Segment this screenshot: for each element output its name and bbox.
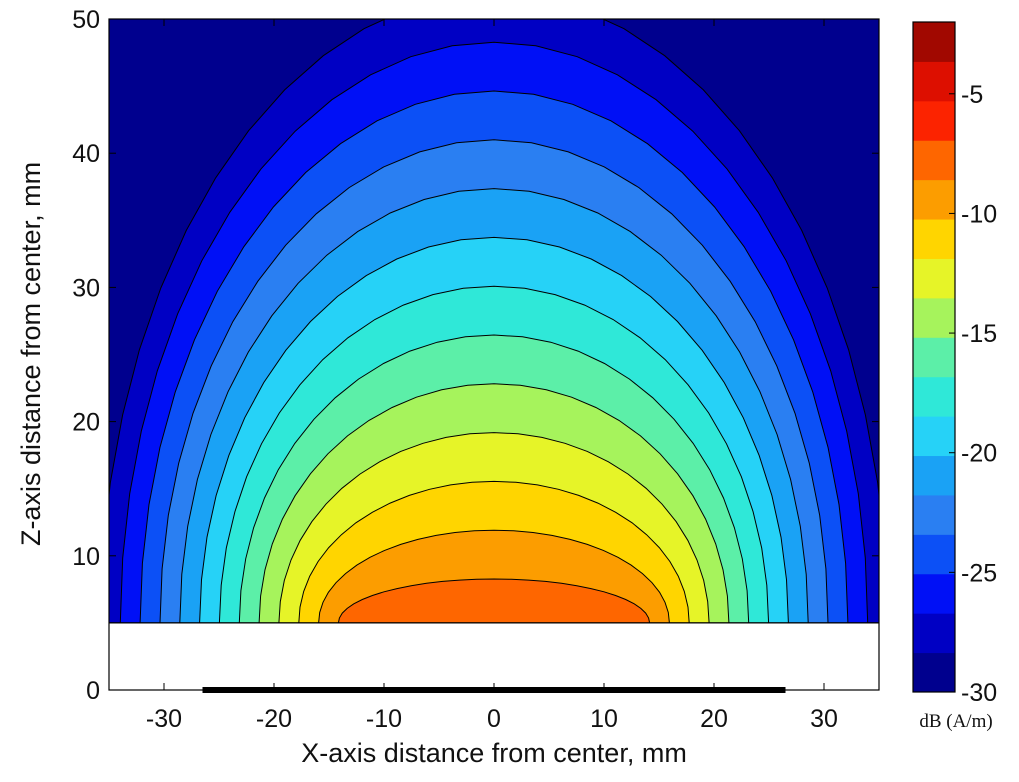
colorbar-tick-label: -5 (961, 81, 983, 109)
colorbar-swatch (913, 61, 955, 102)
y-axis-label: Z-axis distance from center, mm (16, 162, 46, 546)
colorbar-swatch (913, 494, 955, 535)
colorbar-tick-label: -20 (961, 440, 997, 468)
colorbar-swatch (913, 652, 955, 693)
contour-band (337, 578, 651, 623)
y-tick-label: 30 (72, 274, 100, 302)
x-tick-label: 30 (810, 705, 838, 733)
x-axis-label: X-axis distance from center, mm (301, 738, 687, 768)
colorbar-swatch (913, 613, 955, 654)
y-tick-label: 50 (72, 6, 100, 34)
colorbar-swatch (913, 100, 955, 141)
colorbar-swatch (913, 416, 955, 457)
colorbar-ticks: -30 -25 -20 -15 -10 -5 (949, 81, 997, 707)
y-axis-ticks: 0 10 20 30 40 50 (72, 6, 879, 705)
colorbar-swatch (913, 376, 955, 417)
y-tick-label: 20 (72, 409, 100, 437)
y-tick-label: 40 (72, 140, 100, 168)
x-tick-label: -10 (366, 705, 402, 733)
x-tick-label: -20 (256, 705, 292, 733)
colorbar-swatch (913, 140, 955, 181)
colorbar-tick-label: -25 (961, 559, 997, 587)
colorbar-swatch (913, 258, 955, 299)
colorbar-tick-label: -30 (961, 679, 997, 707)
y-tick-label: 10 (72, 543, 100, 571)
x-tick-label: 10 (590, 705, 618, 733)
colorbar-swatch (913, 22, 955, 62)
colorbar: -30 -25 -20 -15 -10 -5 dB (A/m) (912, 21, 997, 732)
colorbar-swatch (913, 179, 955, 220)
x-tick-label: 20 (700, 705, 728, 733)
colorbar-unit-label: dB (A/m) (919, 711, 992, 732)
colorbar-swatch (913, 573, 955, 614)
contour-field (109, 19, 879, 623)
colorbar-tick-label: -10 (961, 200, 997, 228)
colorbar-swatch (913, 337, 955, 378)
colorbar-swatches (913, 22, 955, 693)
colorbar-frame (912, 21, 956, 693)
x-axis-ticks: -30 -20 -10 0 10 20 30 (146, 19, 838, 733)
x-tick-label: -30 (146, 705, 182, 733)
colorbar-swatch (913, 534, 955, 575)
plot-area (108, 18, 880, 693)
colorbar-swatch (913, 455, 955, 496)
y-tick-label: 0 (86, 677, 100, 705)
colorbar-swatch (913, 219, 955, 259)
colorbar-tick-label: -15 (961, 320, 997, 348)
colorbar-swatch (913, 297, 955, 338)
x-tick-label: 0 (487, 705, 501, 733)
